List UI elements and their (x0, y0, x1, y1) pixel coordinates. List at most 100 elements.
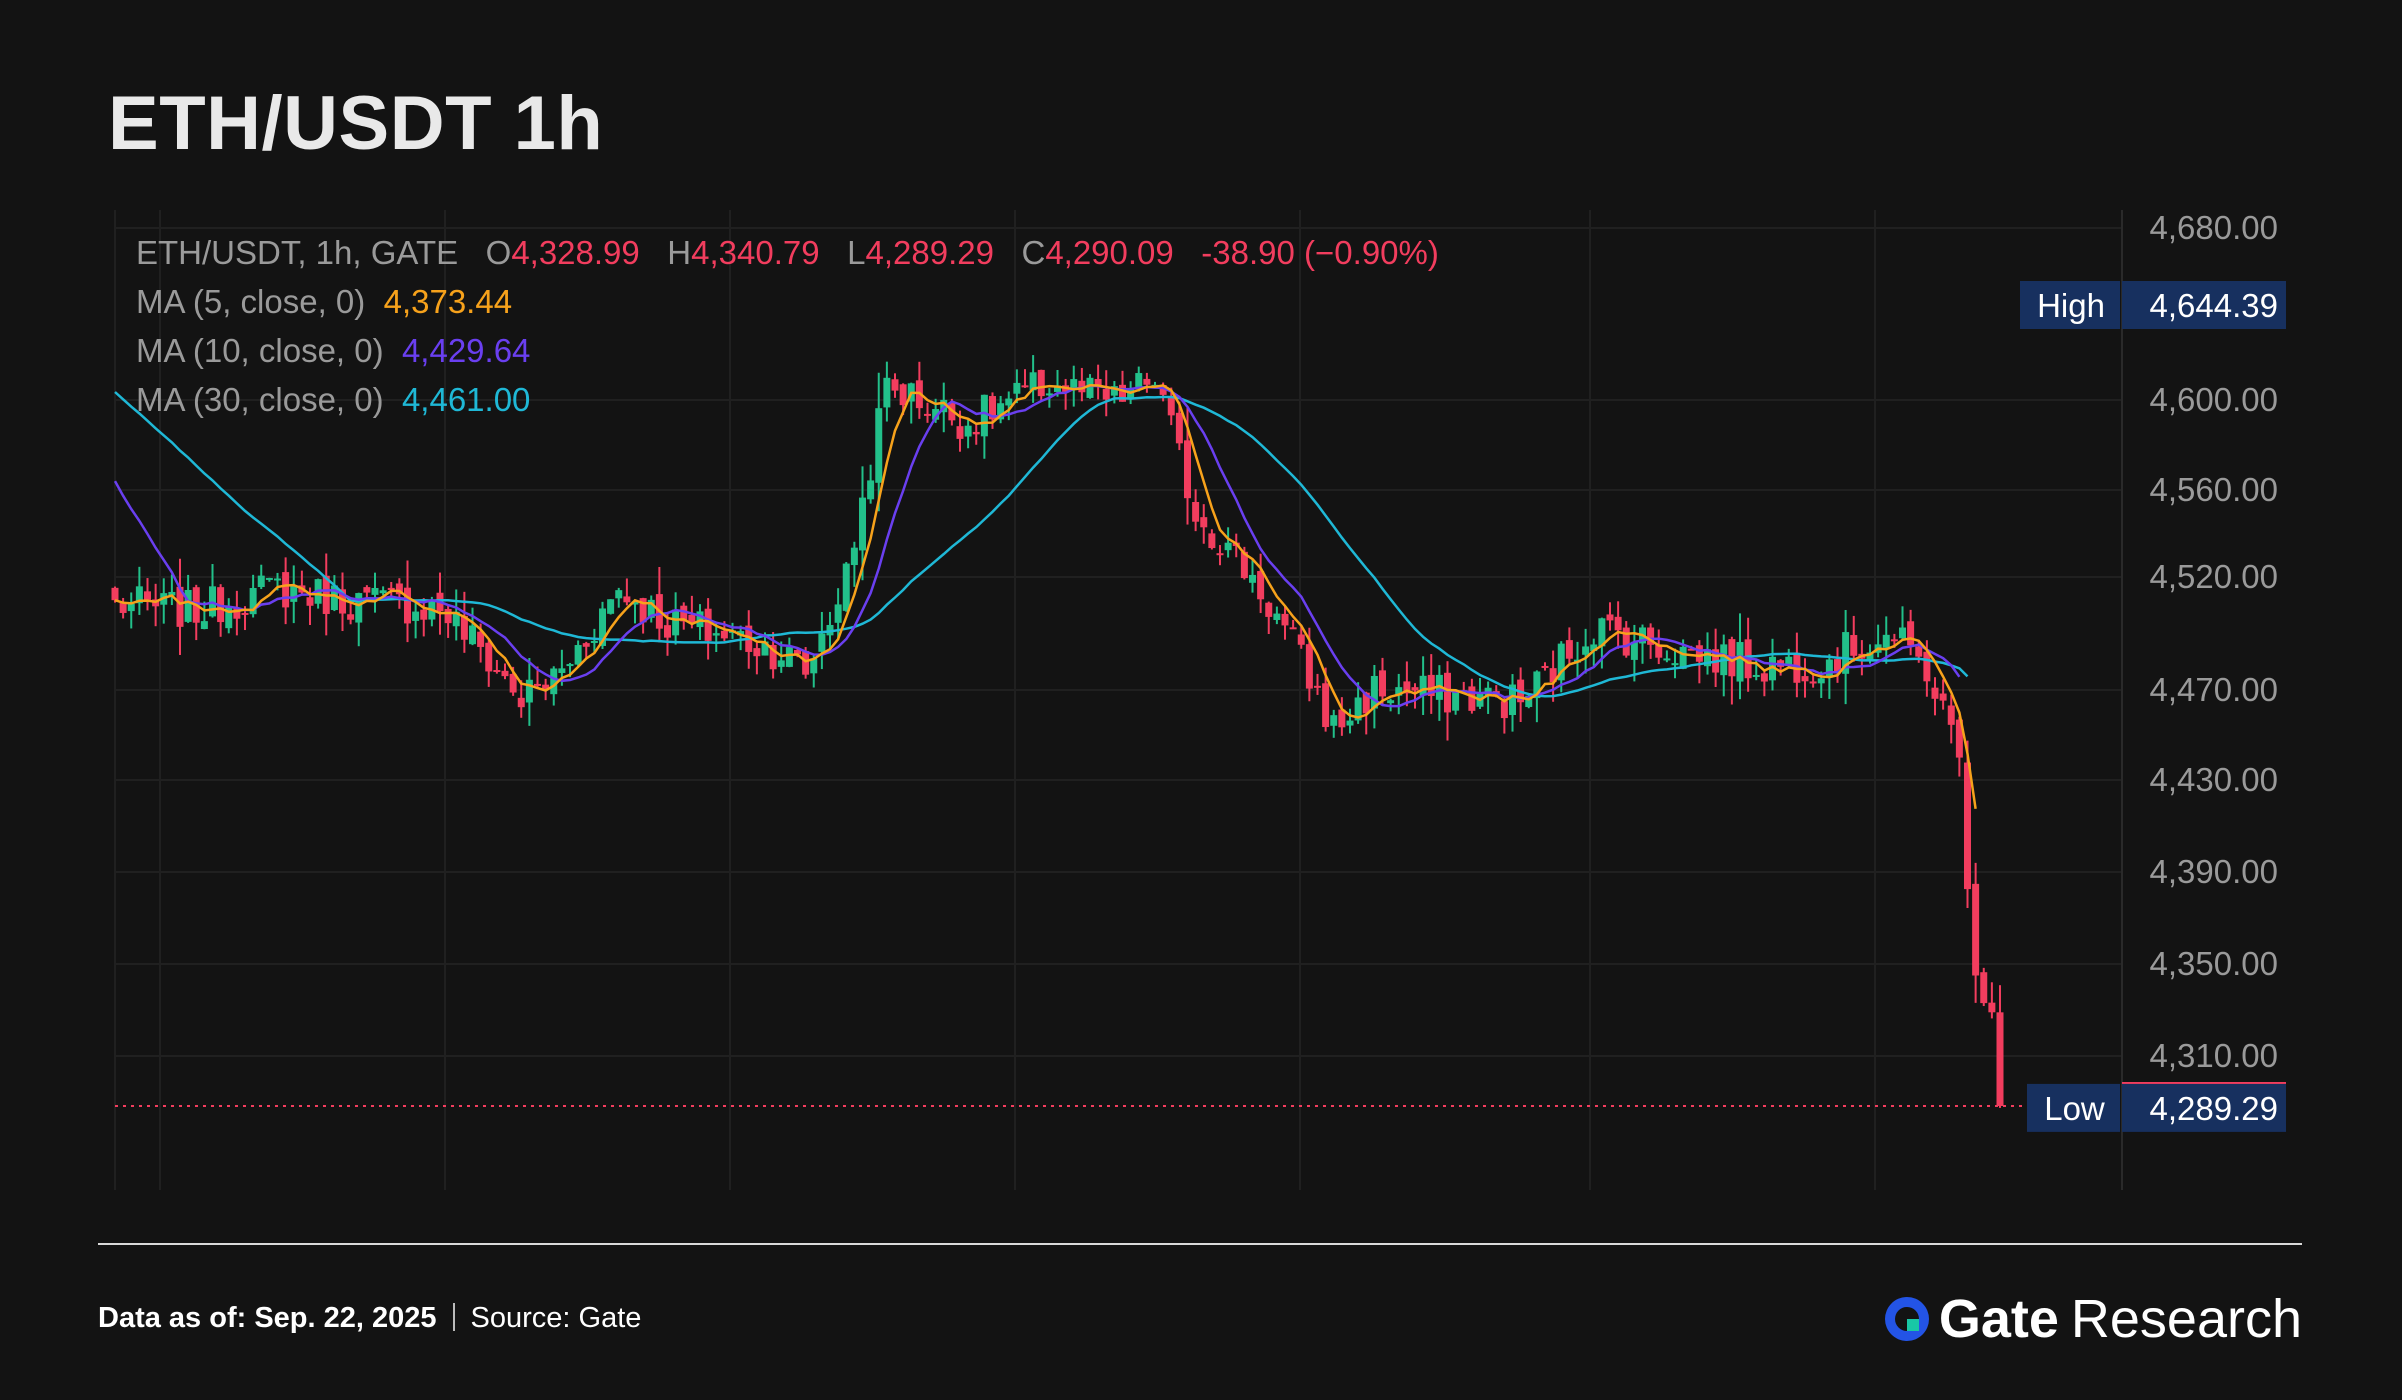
candle-body (184, 589, 192, 622)
candle-body (1330, 715, 1338, 726)
candle-231 (1988, 982, 1996, 1019)
candle-body (1224, 542, 1232, 551)
candle-42 (452, 589, 460, 641)
candle-body (1468, 686, 1476, 711)
candle-body (1257, 571, 1265, 600)
candle-body (509, 673, 517, 693)
candle-body (1208, 533, 1216, 549)
candle-body (395, 583, 403, 595)
candle-141 (1257, 553, 1265, 614)
candle-body (119, 602, 127, 613)
ma10-label: MA (10, close, 0) (136, 332, 384, 369)
candle-body (1273, 613, 1281, 620)
candle-body (1135, 373, 1143, 389)
candle-149 (1322, 667, 1330, 732)
candle-18 (257, 564, 265, 590)
candle-body (1679, 646, 1687, 669)
candle-body (1622, 627, 1630, 656)
high-label-bg (2020, 281, 2120, 329)
candle-218 (1882, 616, 1890, 664)
legend-o-label: O (485, 234, 512, 271)
legend-close: 4,290.09 (1045, 234, 1174, 271)
candle-22 (290, 565, 298, 624)
candle-body (1890, 639, 1898, 642)
candle-228 (1964, 740, 1971, 909)
data-as-of-label: Data as of: (98, 1302, 247, 1334)
candle-87 (818, 611, 826, 670)
candle-body (720, 630, 728, 639)
candle-46 (485, 639, 493, 687)
candle-47 (493, 659, 501, 674)
candle-73 (704, 598, 712, 660)
candle-27 (330, 575, 338, 612)
ma30-value: 4,461.00 (401, 381, 531, 418)
candle-body (1013, 382, 1021, 394)
candle-184 (1606, 602, 1614, 631)
candle-body (1184, 440, 1191, 499)
candle-body (233, 607, 241, 619)
candle-body (834, 604, 842, 623)
candle-body (1029, 372, 1037, 391)
brand-logo: Gate Research (1881, 1288, 2302, 1350)
candle-190 (1655, 629, 1663, 665)
candle-10 (192, 584, 200, 641)
candle-72 (696, 604, 704, 640)
candle-body (932, 409, 940, 420)
candle-body (1809, 681, 1817, 684)
candle-body (802, 651, 810, 675)
y-tick-label: 4,470.00 (2150, 671, 2278, 708)
candle-61 (607, 599, 615, 615)
legend-change: -38.90 (−0.90%) (1201, 234, 1439, 271)
candle-body (1598, 618, 1606, 647)
candle-232 (1996, 985, 2004, 1108)
candle-body (1655, 644, 1663, 658)
data-as-of-value: Sep. 22, 2025 (254, 1302, 437, 1334)
candle-body (680, 605, 688, 622)
candle-body (274, 578, 281, 581)
footer-separator (452, 1303, 455, 1331)
ma5-value: 4,373.44 (383, 283, 513, 320)
candle-63 (623, 578, 631, 606)
candle-body (225, 606, 233, 629)
legend-c-label: C (1021, 234, 1046, 271)
candle-body (924, 413, 931, 416)
candle-body (1037, 369, 1045, 397)
candle-body (1110, 386, 1118, 396)
low-value: 4,289.29 (2150, 1090, 2278, 1127)
candle-195 (1695, 640, 1703, 684)
candle-163 (1435, 665, 1443, 721)
candle-body (859, 497, 866, 551)
candle-140 (1249, 560, 1256, 593)
candle-body (444, 609, 452, 624)
candle-192 (1671, 648, 1679, 679)
candle-5 (152, 583, 160, 627)
candle-body (1939, 693, 1947, 701)
candle-body (1045, 393, 1053, 396)
candle-3 (135, 566, 143, 615)
candle-body (631, 601, 639, 605)
candle-41 (444, 605, 452, 638)
candle-body (1297, 634, 1305, 645)
candle-body (664, 625, 671, 638)
candle-body (1988, 1002, 1996, 1013)
candle-body (217, 587, 225, 623)
candle-body (737, 631, 745, 636)
ma30-label: MA (30, close, 0) (136, 381, 384, 418)
candle-body (542, 684, 550, 689)
candle-19 (265, 577, 273, 582)
candle-172 (1509, 674, 1516, 732)
candle-body (517, 697, 525, 708)
candle-body (1159, 385, 1167, 395)
candle-4 (144, 578, 151, 611)
candle-66 (647, 595, 655, 623)
candle-body (818, 633, 826, 652)
candle-155 (1370, 664, 1378, 729)
candle-body (899, 384, 907, 406)
candle-2 (127, 592, 135, 629)
candle-body (1760, 673, 1768, 682)
candle-body (712, 633, 720, 636)
candle-212 (1834, 647, 1841, 683)
high-label: High (2037, 287, 2105, 324)
candle-body (1395, 687, 1403, 696)
